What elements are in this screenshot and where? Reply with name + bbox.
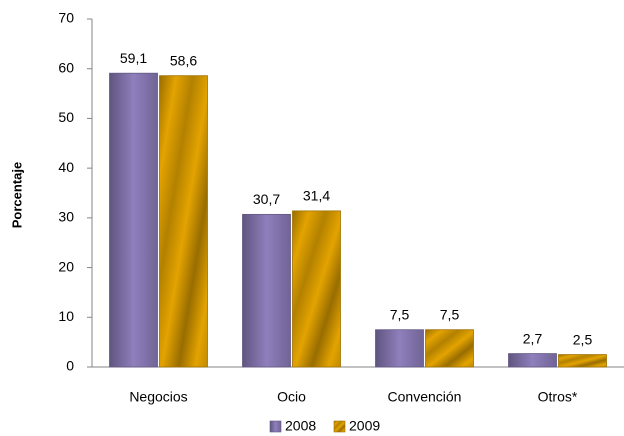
y-tick-label: 30	[58, 209, 74, 225]
x-tick-label: Ocio	[277, 389, 306, 405]
x-tick-label: Otros*	[538, 389, 578, 405]
y-tick-label: 60	[58, 59, 74, 75]
y-tick-label: 40	[58, 159, 74, 175]
legend-label: 2008	[285, 418, 316, 434]
value-label: 2,7	[523, 330, 543, 346]
value-label: 30,7	[253, 191, 280, 207]
value-label: 7,5	[390, 306, 410, 322]
y-tick-label: 70	[58, 10, 74, 26]
value-label: 2,5	[573, 331, 593, 347]
bar	[109, 72, 158, 368]
legend-swatch	[333, 420, 346, 433]
legend-swatch	[269, 420, 282, 433]
bar	[159, 75, 208, 368]
value-label: 58,6	[170, 52, 197, 68]
bar	[508, 353, 557, 368]
y-axis-label: Porcentaje	[9, 162, 24, 228]
x-tick-label: Convención	[388, 389, 462, 405]
bar	[292, 210, 341, 368]
x-tick-label: Negocios	[129, 389, 187, 405]
y-tick-label: 0	[66, 358, 74, 374]
value-label: 31,4	[303, 188, 330, 204]
y-tick-label: 20	[58, 258, 74, 274]
bar	[242, 213, 291, 368]
bar	[558, 354, 607, 368]
value-label: 59,1	[120, 50, 147, 66]
legend-label: 2009	[349, 418, 380, 434]
bar	[375, 329, 424, 368]
value-label: 7,5	[440, 306, 460, 322]
y-tick-label: 50	[58, 109, 74, 125]
bar	[425, 329, 474, 368]
y-tick-label: 10	[58, 308, 74, 324]
